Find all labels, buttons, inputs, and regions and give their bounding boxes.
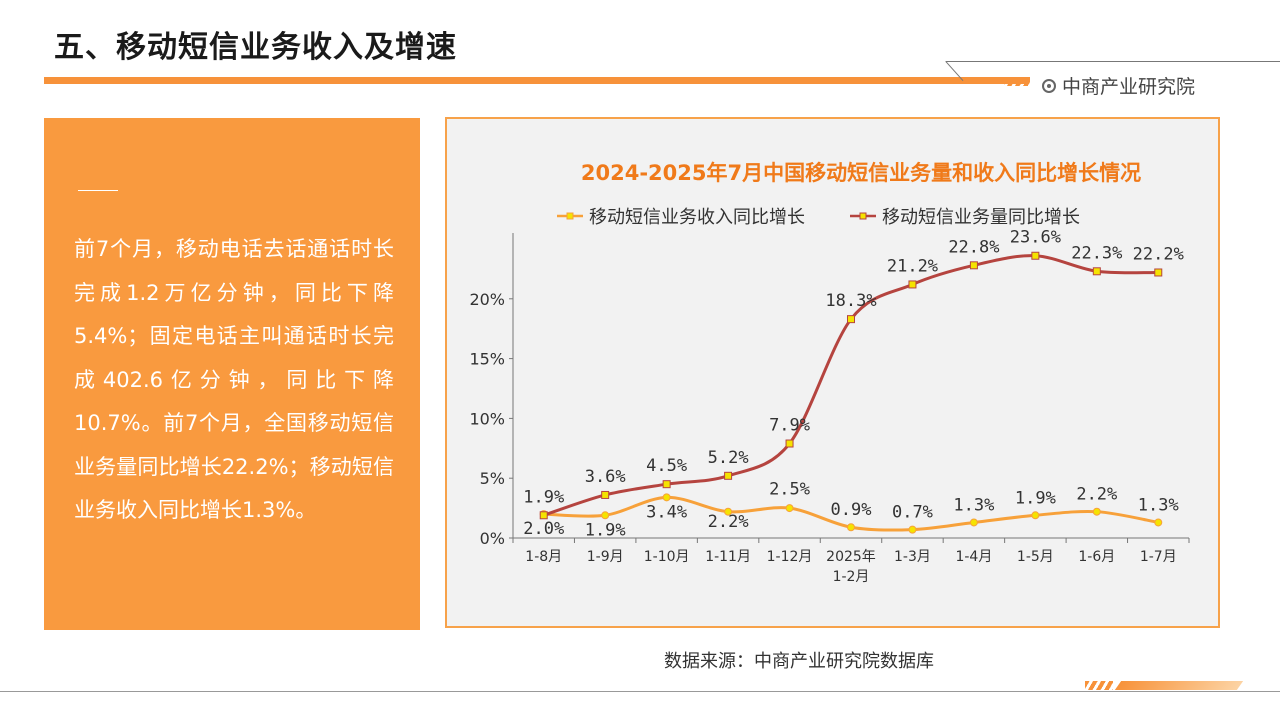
volume-data-label: 22.2%: [1133, 244, 1184, 264]
data-point: [785, 439, 794, 448]
revenue-data-label: 1.3%: [1138, 495, 1179, 515]
footer-bar: [1114, 681, 1244, 690]
revenue-data-label: 1.9%: [1015, 488, 1056, 508]
header-divider: [946, 61, 1280, 62]
volume-data-label: 21.2%: [887, 256, 938, 276]
x-tick-label: 1-7月: [1140, 549, 1177, 565]
revenue-data-label: 2.0%: [523, 519, 564, 539]
x-tick-label: 1-9月: [587, 549, 624, 565]
volume-data-label: 3.6%: [585, 467, 626, 487]
revenue-data-label: 2.2%: [708, 512, 749, 532]
volume-data-label: 18.3%: [825, 291, 876, 311]
data-point: [785, 504, 794, 513]
x-tick-label: 1-4月: [955, 549, 992, 565]
data-point: [1031, 511, 1040, 520]
data-source: 数据来源：中商产业研究院数据库: [664, 651, 934, 672]
x-tick-label: 1-5月: [1017, 549, 1054, 565]
x-tick-label: 1-12月: [767, 549, 813, 565]
chart-title: 2024-2025年7月中国移动短信业务量和收入同比增长情况: [581, 161, 1141, 185]
revenue-data-label: 2.5%: [769, 480, 810, 500]
revenue-data-label: 2.2%: [1076, 485, 1117, 505]
y-tick-label: 0%: [480, 529, 505, 548]
revenue-data-label: 0.7%: [892, 503, 933, 523]
data-point: [847, 523, 855, 532]
legend-swatch-marker: [859, 212, 867, 220]
legend-label: 移动短信业务收入同比增长: [589, 207, 805, 228]
brand-name: 中商产业研究院: [1062, 76, 1196, 98]
volume-data-label: 1.9%: [523, 487, 564, 507]
legend-label: 移动短信业务量同比增长: [882, 207, 1080, 228]
volume-data-label: 7.9%: [769, 416, 810, 436]
chart-panel: 2024-2025年7月中国移动短信业务量和收入同比增长情况移动短信业务收入同比…: [445, 117, 1220, 628]
x-tick-label: 1-2月: [833, 569, 870, 585]
line-chart: 2024-2025年7月中国移动短信业务量和收入同比增长情况移动短信业务收入同比…: [469, 161, 1190, 585]
data-point: [601, 490, 610, 499]
data-point: [539, 511, 548, 520]
legend-swatch-marker: [566, 212, 574, 220]
revenue-data-label: 1.9%: [585, 520, 626, 540]
x-tick-label: 1-10月: [644, 549, 690, 565]
volume-data-label: 5.2%: [708, 448, 749, 468]
data-point: [601, 511, 610, 520]
data-point: [662, 480, 671, 489]
data-point: [1031, 251, 1040, 260]
data-point: [969, 261, 978, 270]
page-title: 五、移动短信业务收入及增速: [54, 30, 457, 65]
footer-stripes: [1085, 681, 1113, 690]
x-tick-label: 2025年: [826, 549, 876, 565]
volume-data-label: 22.3%: [1071, 243, 1122, 263]
data-point: [908, 280, 917, 289]
volume-data-label: 4.5%: [646, 456, 687, 476]
revenue-data-label: 0.9%: [831, 500, 872, 520]
summary-panel: 前7个月，移动电话去话通话时长完成1.2万亿分钟，同比下降5.4%；固定电话主叫…: [44, 118, 420, 630]
x-tick-label: 1-8月: [525, 549, 562, 565]
data-point: [969, 518, 978, 527]
data-point: [724, 471, 733, 480]
summary-text: 前7个月，移动电话去话通话时长完成1.2万亿分钟，同比下降5.4%；固定电话主叫…: [74, 237, 394, 522]
data-point: [908, 525, 917, 534]
data-point: [1092, 267, 1101, 276]
data-point: [662, 493, 671, 502]
summary-dash: [78, 190, 118, 191]
brand-logo-icon: [1042, 78, 1056, 93]
header-stripes: [1004, 77, 1030, 86]
data-point: [1092, 507, 1101, 516]
data-point: [1154, 268, 1163, 277]
data-point: [847, 315, 855, 324]
footer-divider: [0, 691, 1280, 692]
y-tick-label: 10%: [469, 409, 505, 428]
revenue-data-label: 1.3%: [953, 495, 994, 515]
x-tick-label: 1-11月: [705, 549, 751, 565]
data-point: [1154, 518, 1163, 527]
y-tick-label: 5%: [480, 469, 505, 488]
y-tick-label: 15%: [469, 350, 505, 369]
data-point: [724, 507, 733, 516]
volume-data-label: 23.6%: [1010, 228, 1061, 248]
x-tick-label: 1-6月: [1078, 549, 1115, 565]
brand: 中商产业研究院: [1042, 72, 1195, 99]
x-tick-label: 1-3月: [894, 549, 931, 565]
title-underline: [44, 77, 1029, 84]
volume-data-label: 22.8%: [948, 237, 999, 257]
revenue-data-label: 3.4%: [646, 502, 687, 522]
y-tick-label: 20%: [469, 290, 505, 309]
